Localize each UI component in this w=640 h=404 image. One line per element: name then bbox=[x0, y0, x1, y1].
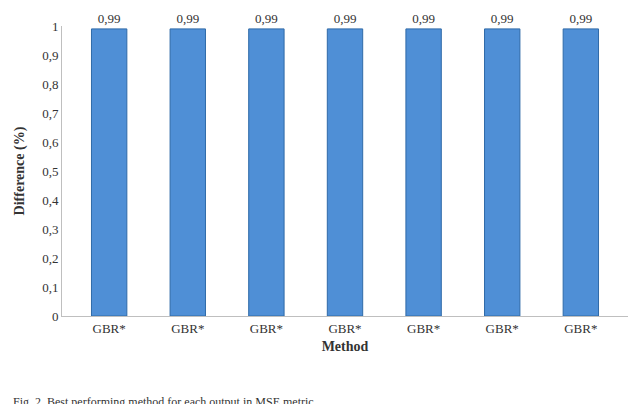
svg-text:Difference (%): Difference (%) bbox=[12, 126, 28, 215]
svg-text:0,99: 0,99 bbox=[334, 11, 357, 26]
svg-text:0,4: 0,4 bbox=[42, 193, 59, 208]
svg-text:GBR*: GBR* bbox=[171, 321, 204, 336]
svg-text:0,2: 0,2 bbox=[42, 251, 58, 266]
svg-text:0,99: 0,99 bbox=[491, 11, 514, 26]
svg-text:Fig. 2. Best performing method: Fig. 2. Best performing method for each … bbox=[13, 395, 314, 404]
svg-text:GBR*: GBR* bbox=[486, 321, 519, 336]
svg-text:0,7: 0,7 bbox=[42, 106, 59, 121]
svg-text:0,99: 0,99 bbox=[255, 11, 278, 26]
svg-text:0,99: 0,99 bbox=[412, 11, 435, 26]
svg-text:GBR*: GBR* bbox=[407, 321, 440, 336]
svg-text:GBR*: GBR* bbox=[564, 321, 597, 336]
svg-text:0,99: 0,99 bbox=[569, 11, 592, 26]
svg-text:GBR*: GBR* bbox=[328, 321, 361, 336]
svg-text:0,9: 0,9 bbox=[42, 48, 58, 63]
svg-text:GBR*: GBR* bbox=[250, 321, 283, 336]
svg-text:0,6: 0,6 bbox=[42, 135, 59, 150]
svg-text:1: 1 bbox=[52, 19, 59, 34]
svg-text:0,5: 0,5 bbox=[42, 164, 58, 179]
svg-text:0,3: 0,3 bbox=[42, 222, 58, 237]
svg-text:0,8: 0,8 bbox=[42, 77, 58, 92]
svg-text:0,99: 0,99 bbox=[176, 11, 199, 26]
svg-text:0,99: 0,99 bbox=[98, 11, 121, 26]
svg-text:GBR*: GBR* bbox=[93, 321, 126, 336]
svg-text:0: 0 bbox=[52, 309, 59, 324]
svg-text:Method: Method bbox=[322, 339, 369, 354]
svg-text:0,1: 0,1 bbox=[42, 280, 58, 295]
